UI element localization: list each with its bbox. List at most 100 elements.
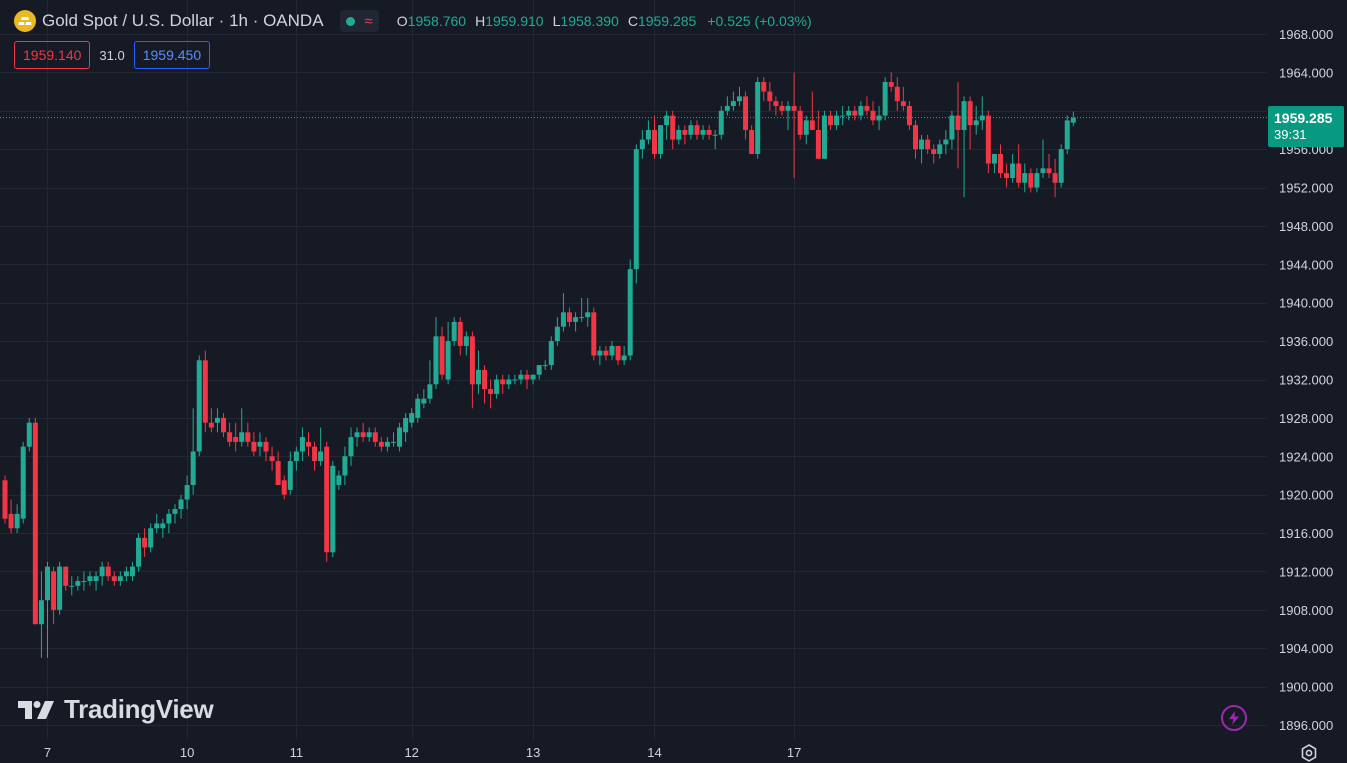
candle-body: [925, 139, 931, 150]
candle-body: [463, 336, 469, 346]
market-status-pill[interactable]: ≈: [339, 10, 379, 32]
candle-body: [1040, 168, 1046, 174]
candle-body: [38, 600, 44, 625]
candle-body: [293, 451, 299, 462]
market-open-dot-icon: [345, 16, 355, 26]
y-axis-tick-label: 1912.000: [1279, 564, 1333, 579]
candle-body: [1022, 173, 1028, 183]
candle-body: [888, 81, 894, 87]
candle-body: [542, 365, 548, 367]
candle-body: [852, 110, 858, 116]
x-axis-tick-label: 12: [404, 745, 418, 760]
candle-body: [202, 360, 208, 423]
candle-body: [585, 312, 591, 318]
candle-body: [99, 566, 105, 577]
candle-body: [306, 441, 311, 447]
candle-body: [664, 115, 670, 126]
candle-body: [791, 105, 797, 111]
x-axis-tick-label: 11: [290, 745, 304, 760]
x-axis-tick-label: 10: [180, 745, 194, 760]
candle-body: [494, 379, 500, 394]
candle-body: [506, 379, 512, 385]
candle-body: [415, 398, 421, 418]
candle-body: [324, 446, 330, 553]
candle-body: [591, 312, 597, 356]
candle-body: [736, 96, 742, 102]
current-price-tag: 1959.285 39:31: [1268, 106, 1344, 147]
candle-body: [166, 513, 172, 524]
candle-body: [482, 369, 488, 390]
buy-button[interactable]: 1959.450: [133, 41, 211, 69]
candle-body: [894, 86, 900, 102]
candle-body: [129, 566, 135, 577]
candle-body: [457, 321, 463, 346]
bar-countdown: 39:31: [1274, 127, 1307, 142]
candle-body: [730, 101, 736, 106]
tradingview-logo-icon: [18, 700, 54, 719]
candle-body: [87, 576, 93, 582]
candle-body: [536, 365, 542, 375]
candle-body: [943, 139, 949, 145]
candle-body: [14, 513, 20, 529]
symbol-title[interactable]: Gold Spot / U.S. Dollar · 1h · OANDA: [42, 11, 324, 30]
candle-body: [51, 571, 57, 610]
candle-body: [809, 120, 815, 130]
candle-body: [567, 312, 573, 322]
settings-gear-icon[interactable]: [1299, 743, 1319, 763]
y-axis-tick-label: 1924.000: [1279, 449, 1333, 464]
candle-body: [724, 105, 730, 111]
sell-button[interactable]: 1959.140: [14, 41, 91, 69]
legend-header: Gold Spot / U.S. Dollar · 1h · OANDA ≈ O…: [14, 9, 812, 33]
candle-body: [967, 101, 973, 126]
candle-body: [123, 571, 129, 577]
candle-body: [864, 105, 870, 111]
candle-body: [1046, 168, 1052, 174]
candle-body: [670, 115, 676, 140]
candle-body: [573, 317, 579, 322]
candle-body: [858, 105, 864, 116]
candle-body: [803, 120, 809, 135]
y-axis-tick-label: 1936.000: [1279, 334, 1333, 349]
candle-body: [1034, 173, 1040, 188]
candle-body: [245, 432, 251, 442]
candle-body: [397, 427, 403, 447]
candle-body: [488, 389, 494, 394]
candle-body: [227, 432, 233, 442]
candle-body: [281, 480, 287, 495]
candle-body: [275, 461, 281, 486]
candle-body: [336, 475, 342, 486]
candle-body: [949, 115, 955, 140]
candle-body: [821, 115, 827, 159]
candle-body: [712, 134, 718, 136]
candle-body: [718, 110, 724, 135]
candle-body: [93, 576, 99, 582]
candle-body: [384, 441, 390, 447]
candle-body: [318, 451, 324, 462]
candle-body: [214, 417, 220, 423]
y-axis-tick-label: 1968.000: [1279, 27, 1333, 42]
candle-body: [997, 153, 1003, 174]
y-axis-tick-label: 1944.000: [1279, 257, 1333, 272]
candle-body: [111, 576, 117, 582]
lightning-icon[interactable]: [1221, 705, 1247, 731]
candle-body: [469, 336, 475, 385]
y-axis-tick-label: 1904.000: [1279, 641, 1333, 656]
tradingview-watermark[interactable]: TradingView: [18, 694, 214, 725]
candle-body: [548, 341, 554, 366]
candle-body: [834, 115, 840, 126]
candle-body: [142, 537, 148, 548]
candle-body: [330, 465, 336, 553]
candle-body: [409, 413, 415, 423]
candle-body: [26, 422, 32, 447]
candle-body: [299, 437, 305, 452]
x-axis-tick-label: 13: [526, 745, 540, 760]
candle-body: [1064, 120, 1070, 150]
y-axis-tick-label: 1920.000: [1279, 488, 1333, 503]
candle-body: [154, 523, 160, 529]
candle-body: [421, 398, 427, 404]
candle-body: [627, 269, 633, 356]
candle-body: [196, 360, 202, 452]
candle-body: [913, 125, 918, 150]
candle-body: [700, 129, 706, 135]
